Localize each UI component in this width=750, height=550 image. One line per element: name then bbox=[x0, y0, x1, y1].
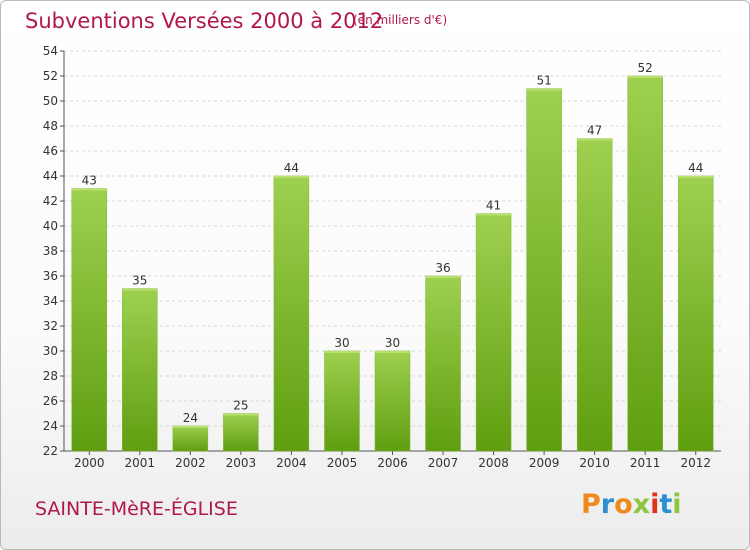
value-label-2001: 35 bbox=[132, 274, 147, 288]
y-tick-label: 42 bbox=[43, 194, 58, 208]
x-tick-label-2000: 2000 bbox=[74, 456, 105, 470]
bar-2010 bbox=[576, 138, 613, 452]
bar-2005 bbox=[324, 350, 360, 452]
commune-name: SAINTE-MèRE-ÉGLISE bbox=[35, 498, 238, 520]
y-tick-label: 36 bbox=[43, 269, 58, 283]
value-label-2008: 41 bbox=[486, 199, 501, 213]
value-label-2005: 30 bbox=[334, 336, 349, 350]
x-tick-label-2010: 2010 bbox=[579, 456, 610, 470]
value-label-2002: 24 bbox=[183, 411, 198, 425]
y-tick-label: 30 bbox=[43, 344, 58, 358]
bar-highlight bbox=[71, 188, 107, 191]
bars bbox=[71, 75, 714, 452]
chart-title: Subventions Versées 2000 à 2012 bbox=[25, 9, 384, 33]
chart-subtitle: (en milliers d'€) bbox=[353, 13, 448, 27]
x-tick-label-2005: 2005 bbox=[327, 456, 358, 470]
x-tick-label-2007: 2007 bbox=[428, 456, 459, 470]
bar-2009 bbox=[526, 88, 562, 452]
y-tick-label: 38 bbox=[43, 244, 58, 258]
y-tick-label: 40 bbox=[43, 219, 58, 233]
logo-letter: P bbox=[581, 489, 601, 520]
bar-highlight bbox=[273, 176, 309, 178]
value-label-2004: 44 bbox=[284, 161, 299, 175]
y-tick-label: 46 bbox=[43, 144, 58, 158]
value-label-2000: 43 bbox=[82, 174, 97, 188]
bar-highlight bbox=[526, 88, 562, 91]
bar-highlight bbox=[678, 176, 714, 178]
y-tick-label: 32 bbox=[43, 319, 58, 333]
x-tick-label-2009: 2009 bbox=[529, 456, 560, 470]
bar-highlight bbox=[324, 351, 360, 353]
bar-highlight bbox=[122, 288, 158, 291]
value-label-2003: 25 bbox=[233, 399, 248, 413]
y-tick-label: 50 bbox=[43, 94, 58, 108]
bar-highlight bbox=[375, 351, 410, 353]
bar-2004 bbox=[273, 175, 310, 452]
logo-letter: i bbox=[650, 489, 660, 520]
x-tick-label-2004: 2004 bbox=[276, 456, 307, 470]
bar-highlight bbox=[577, 138, 613, 141]
logo-letter: i bbox=[672, 489, 682, 520]
labels: 22 24 26 28 30 32 34 36 38 40 42 44 46 48 50 52 54 43 2000… bbox=[43, 44, 711, 470]
y-tick-label: 44 bbox=[43, 169, 58, 183]
x-tick-label-2001: 2001 bbox=[125, 456, 156, 470]
logo-letter: r bbox=[600, 489, 615, 520]
y-tick-label: 54 bbox=[43, 44, 58, 58]
bar-highlight bbox=[172, 426, 208, 428]
y-tick-label: 24 bbox=[43, 419, 58, 433]
bar-highlight bbox=[627, 76, 663, 78]
logo-letter: x bbox=[632, 489, 651, 520]
y-tick-label: 52 bbox=[43, 69, 58, 83]
y-tick-label: 34 bbox=[43, 294, 58, 308]
bar-2007 bbox=[425, 275, 461, 452]
bar-2003 bbox=[223, 413, 259, 452]
value-label-2011: 52 bbox=[638, 61, 653, 75]
bar-highlight bbox=[476, 213, 512, 216]
x-tick-label-2003: 2003 bbox=[226, 456, 257, 470]
bar-2000 bbox=[71, 188, 108, 452]
x-tick-label-2012: 2012 bbox=[680, 456, 711, 470]
x-tick-label-2011: 2011 bbox=[630, 456, 661, 470]
bar-2012 bbox=[677, 175, 714, 452]
bar-2002 bbox=[172, 425, 209, 452]
value-label-2007: 36 bbox=[435, 261, 450, 275]
value-label-2009: 51 bbox=[536, 74, 551, 88]
bar-2008 bbox=[475, 213, 512, 452]
value-label-2006: 30 bbox=[385, 336, 400, 350]
bar-highlight bbox=[425, 276, 461, 278]
value-label-2010: 47 bbox=[587, 124, 602, 138]
y-tick-label: 48 bbox=[43, 119, 58, 133]
x-tick-label-2002: 2002 bbox=[175, 456, 206, 470]
y-tick-label: 22 bbox=[43, 444, 58, 458]
x-tick-label-2008: 2008 bbox=[478, 456, 509, 470]
logo-letter: o bbox=[614, 489, 633, 520]
bar-2011 bbox=[627, 75, 663, 452]
bar-2006 bbox=[374, 350, 411, 452]
y-tick-label: 26 bbox=[43, 394, 58, 408]
logo-letter: t bbox=[659, 489, 673, 520]
proxiti-logo: Proxiti bbox=[581, 489, 682, 520]
value-label-2012: 44 bbox=[688, 161, 703, 175]
bar-highlight bbox=[223, 413, 259, 416]
x-tick-label-2006: 2006 bbox=[377, 456, 408, 470]
bar-2001 bbox=[122, 288, 158, 452]
y-tick-label: 28 bbox=[43, 369, 58, 383]
